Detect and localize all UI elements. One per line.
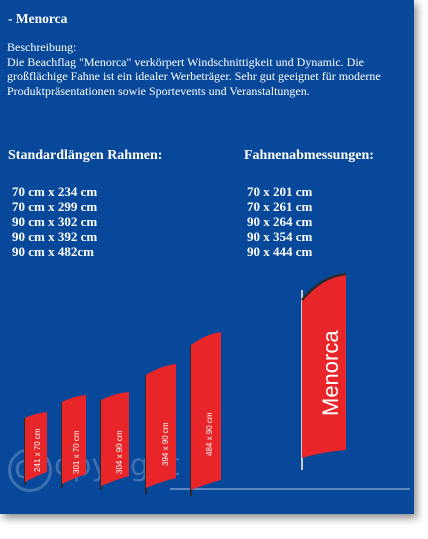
description-heading: Beschreibung: bbox=[7, 40, 77, 54]
flag-fabric bbox=[302, 274, 346, 458]
beachflag-size-3: 304 x 90 cm bbox=[100, 392, 129, 490]
frame-lengths-list: 70 cm x 234 cm 70 cm x 299 cm 90 cm x 30… bbox=[12, 184, 97, 259]
flag-dimension-item: 90 x 444 cm bbox=[247, 244, 313, 259]
flag-size-label: 394 x 90 cm bbox=[161, 422, 170, 466]
flag-brand-label: Menorca bbox=[318, 330, 343, 416]
flag-fabric bbox=[25, 412, 47, 482]
flag-size-label: 241 x 70 cm bbox=[33, 428, 42, 472]
flag-size-label: 484 x 90 cm bbox=[205, 412, 214, 456]
flag-dimension-item: 90 x 354 cm bbox=[247, 229, 313, 244]
flag-size-label: 304 x 90 cm bbox=[115, 430, 124, 474]
watermark-line bbox=[170, 488, 410, 490]
product-title: - Menorca bbox=[8, 11, 68, 26]
flag-dimension-item: 90 x 264 cm bbox=[247, 214, 313, 229]
flag-fabric bbox=[101, 392, 129, 486]
product-description: Beschreibung: Die Beachflag "Menorca" ve… bbox=[7, 40, 409, 98]
description-text: Die Beachflag "Menorca" verkörpert Winds… bbox=[7, 54, 381, 98]
flag-dimensions-list: 70 x 201 cm 70 x 261 cm 90 x 264 cm 90 x… bbox=[247, 184, 312, 259]
frame-length-item: 90 cm x 482cm bbox=[12, 244, 94, 259]
beachflag-size-2: 301 x 70 cm bbox=[61, 395, 86, 488]
flag-dimension-item: 70 x 201 cm bbox=[247, 184, 313, 199]
flag-top-bar bbox=[301, 272, 347, 301]
frame-lengths-heading: Standardlängen Rahmen: bbox=[8, 148, 163, 163]
flag-dimension-item: 70 x 261 cm bbox=[247, 199, 313, 214]
product-panel: - Menorca Beschreibung: Die Beachflag "M… bbox=[0, 0, 414, 514]
frame-length-item: 70 cm x 299 cm bbox=[12, 199, 98, 214]
beachflag-size-1: 241 x 70 cm bbox=[24, 412, 47, 485]
flag-fabric bbox=[146, 364, 176, 488]
flag-size-label: 301 x 70 cm bbox=[72, 430, 81, 474]
frame-length-item: 90 cm x 302 cm bbox=[12, 214, 98, 229]
flag-dimensions-heading: Fahnenabmessungen: bbox=[244, 148, 374, 163]
frame-length-item: 90 cm x 392 cm bbox=[12, 229, 98, 244]
flag-fabric bbox=[191, 332, 221, 490]
beachflag-size-4: 394 x 90 cm bbox=[145, 364, 176, 494]
beachflag-illustration: 241 x 70 cm 301 x 70 cm 304 x 90 cm 394 … bbox=[24, 272, 347, 496]
frame-length-item: 70 cm x 234 cm bbox=[12, 184, 98, 199]
beachflag-menorca-large: Menorca bbox=[301, 272, 347, 470]
beachflag-size-5: 484 x 90 cm bbox=[190, 332, 221, 496]
flag-fabric bbox=[62, 395, 86, 484]
